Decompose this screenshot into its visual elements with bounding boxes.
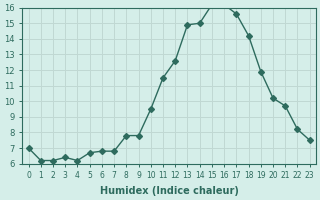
X-axis label: Humidex (Indice chaleur): Humidex (Indice chaleur) xyxy=(100,186,239,196)
